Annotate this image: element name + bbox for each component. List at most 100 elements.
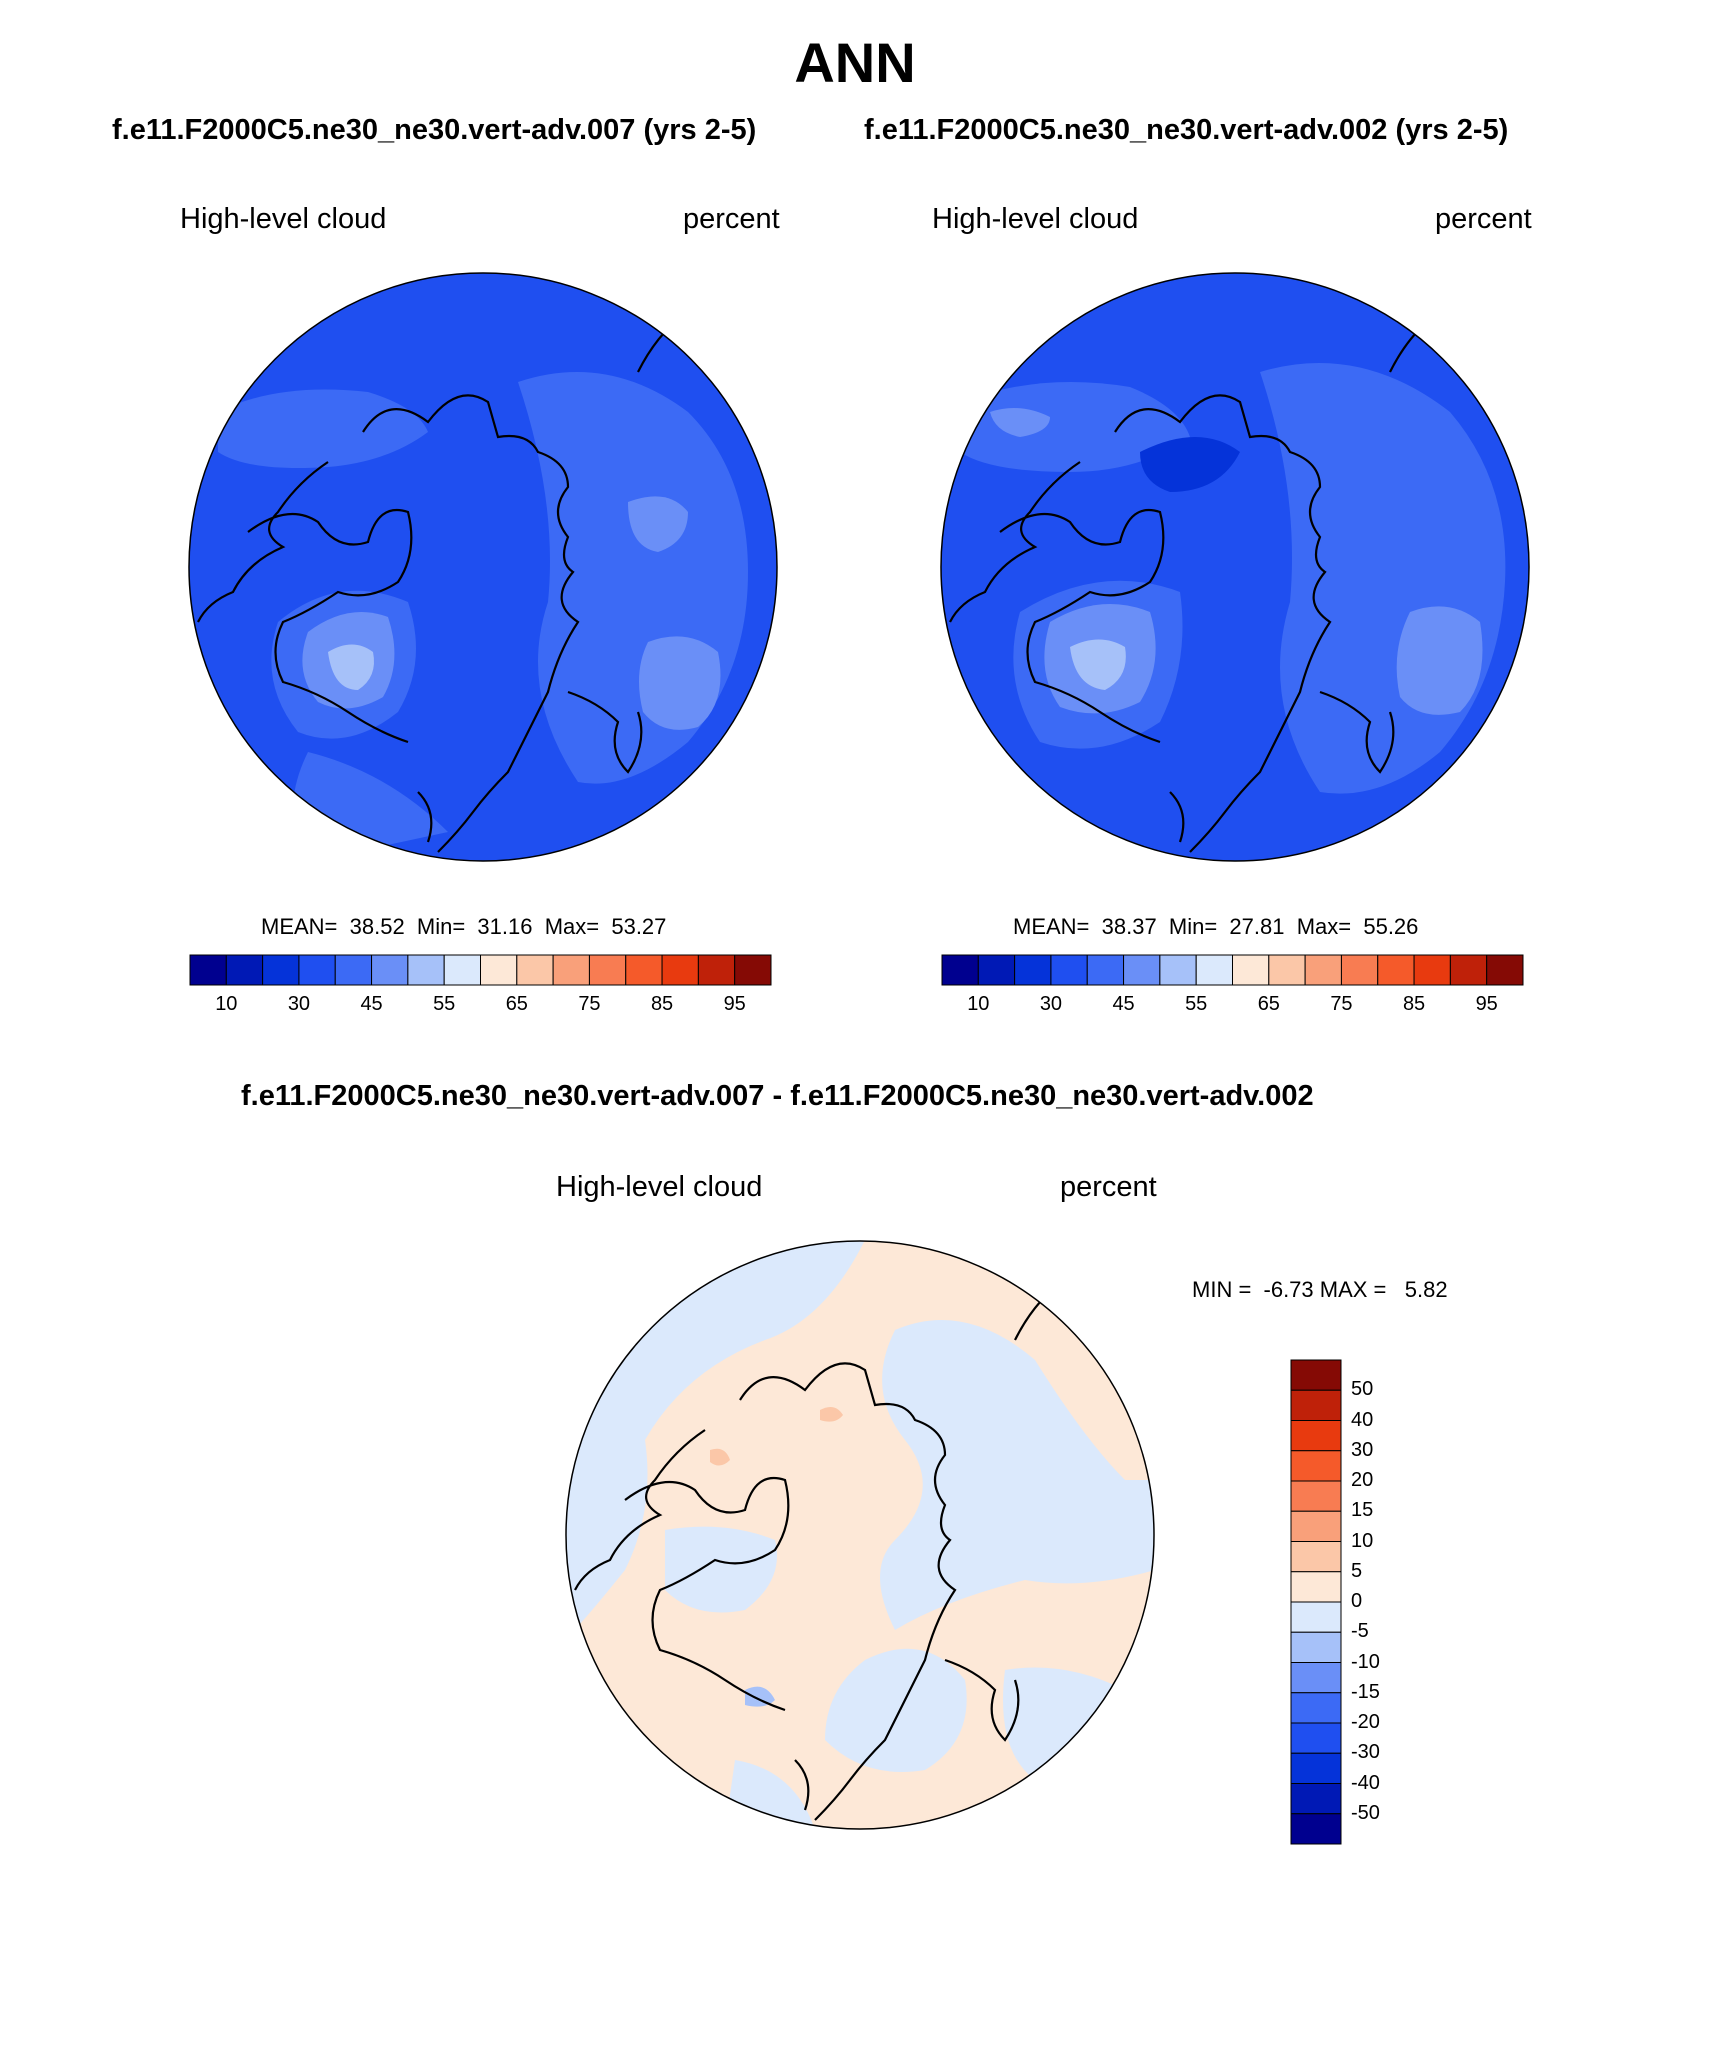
colorbar-tick-label: 15 [1351,1499,1374,1522]
colorbar-tick-label: 10 [967,993,990,1015]
colorbar-tick-label: 95 [1475,993,1498,1015]
map-field-darker [1140,437,1240,492]
colorbar-swatch [1123,954,1161,986]
colorbar-swatch [1486,954,1524,986]
colorbar-swatch [977,954,1016,986]
colorbar-swatch [1290,1420,1342,1452]
colorbar-swatch [1290,1722,1342,1754]
case-title-left: f.e11.F2000C5.ne30_ne30.vert-adv.007 (yr… [112,114,757,146]
colorbar-swatch [1304,954,1342,986]
map-field-negative-strong [745,1686,775,1707]
colorbar-swatch [371,954,409,986]
colorbar-tick-label: 85 [650,993,674,1015]
colorbar-swatch [1413,954,1451,986]
coastline [574,1268,1066,1821]
colorbar-tick-label: 75 [578,993,601,1015]
colorbar-tick-label: 30 [1039,993,1063,1015]
colorbar-swatch [407,954,445,986]
colorbar-tick-label: 30 [1351,1438,1374,1461]
colorbar-swatch [588,954,627,986]
colorbar-tick-label: -5 [1351,1620,1369,1643]
colorbar-tick-label: 75 [1330,993,1353,1015]
colorbar-swatch [625,954,663,986]
map-field-negative [825,1648,967,1772]
colorbar-swatch [1014,954,1052,986]
colorbar-swatch [1159,954,1197,986]
map-field-negative [1003,1667,1125,1780]
map-field-light [990,408,1050,437]
colorbar-swatch [334,954,373,986]
colorbar-swatch [516,954,554,986]
colorbar-swatch [189,954,227,986]
colorbar-swatch [1290,1813,1342,1845]
map-field-negative [665,1526,777,1613]
colorbar-swatch [1232,954,1270,986]
colorbar-swatch [1377,954,1415,986]
colorbar-swatch [1340,954,1379,986]
colorbar-swatch [480,954,518,986]
colorbar-swatch [1195,954,1233,986]
panel2-variable: High-level cloud [932,203,1139,235]
colorbar-swatch [1290,1692,1342,1724]
map-field-light [628,496,688,552]
colorbar-tick-label: 10 [215,993,238,1015]
colorbar-swatch [443,954,481,986]
colorbar-swatch [1290,1389,1342,1421]
coastline [949,300,1441,853]
colorbar-swatch [1290,1601,1342,1633]
colorbar-swatch [1290,1783,1342,1815]
map-field-positive-strong [820,1406,843,1422]
panel1-stats: MEAN= 38.52 Min= 31.16 Max= 53.27 [261,914,667,939]
colorbar-swatch [941,954,979,986]
colorbar-tick-label: 65 [1257,993,1280,1015]
colorbar-tick-label: 85 [1402,993,1426,1015]
map-field-mid [960,382,1190,472]
colorbar-swatch [1290,1571,1342,1603]
colorbar-tick-label: 45 [360,993,383,1015]
map-field-negative [880,1320,1154,1630]
colorbar-swatch [1449,954,1488,986]
colorbar-swatch [225,954,264,986]
map-field-light [639,636,721,730]
colorbar-swatch [298,954,336,986]
colorbar-tick-label: 30 [287,993,311,1015]
colorbar-tick-label: 65 [505,993,528,1015]
colorbar-swatch [1290,1752,1342,1784]
colorbar-swatch [1290,1450,1342,1482]
colorbar-tick-label: 50 [1351,1378,1374,1401]
colorbar-tick-label: -10 [1351,1650,1380,1673]
colorbar-tick-label: 40 [1351,1408,1374,1431]
colorbar-swatch [1050,954,1088,986]
colorbar-swatch [661,954,699,986]
colorbar-right [941,954,1524,986]
panel3-variable: High-level cloud [556,1171,763,1203]
map-field-positive-strong [710,1448,730,1466]
map-field-lighter [328,644,374,690]
map-field-mid [218,389,428,468]
colorbar-tick-label: -20 [1351,1711,1380,1733]
colorbar-tick-label: -15 [1351,1680,1380,1703]
coastline [197,300,689,853]
colorbar-tick-label: 10 [1351,1529,1374,1552]
colorbar-tick-label: -50 [1351,1801,1380,1824]
colorbar-tick-label: 55 [1185,993,1208,1015]
colorbar-tick-label: 5 [1351,1559,1363,1582]
colorbar-tick-label: 95 [723,993,746,1015]
colorbar-tick-label: 45 [1112,993,1135,1015]
map-panel-right [940,272,1530,862]
case-title-diff: f.e11.F2000C5.ne30_ne30.vert-adv.007 - f… [241,1080,1314,1112]
map-field-light [1396,606,1483,715]
page-title: ANN [794,31,916,94]
colorbar-swatch [1086,954,1125,986]
panel2-stats: MEAN= 38.37 Min= 27.81 Max= 55.26 [1013,914,1419,939]
panel1-variable: High-level cloud [180,203,387,235]
colorbar-swatch [1290,1480,1342,1512]
colorbar-swatch [697,954,736,986]
colorbar-tick-label: 55 [433,993,456,1015]
colorbar-swatch [734,954,772,986]
colorbar-tick-label: 0 [1351,1590,1363,1612]
colorbar-diff [1290,1359,1342,1845]
map-field-lighter [1070,639,1126,690]
colorbar-swatch [262,954,300,986]
colorbar-tick-label: -40 [1351,1771,1380,1794]
